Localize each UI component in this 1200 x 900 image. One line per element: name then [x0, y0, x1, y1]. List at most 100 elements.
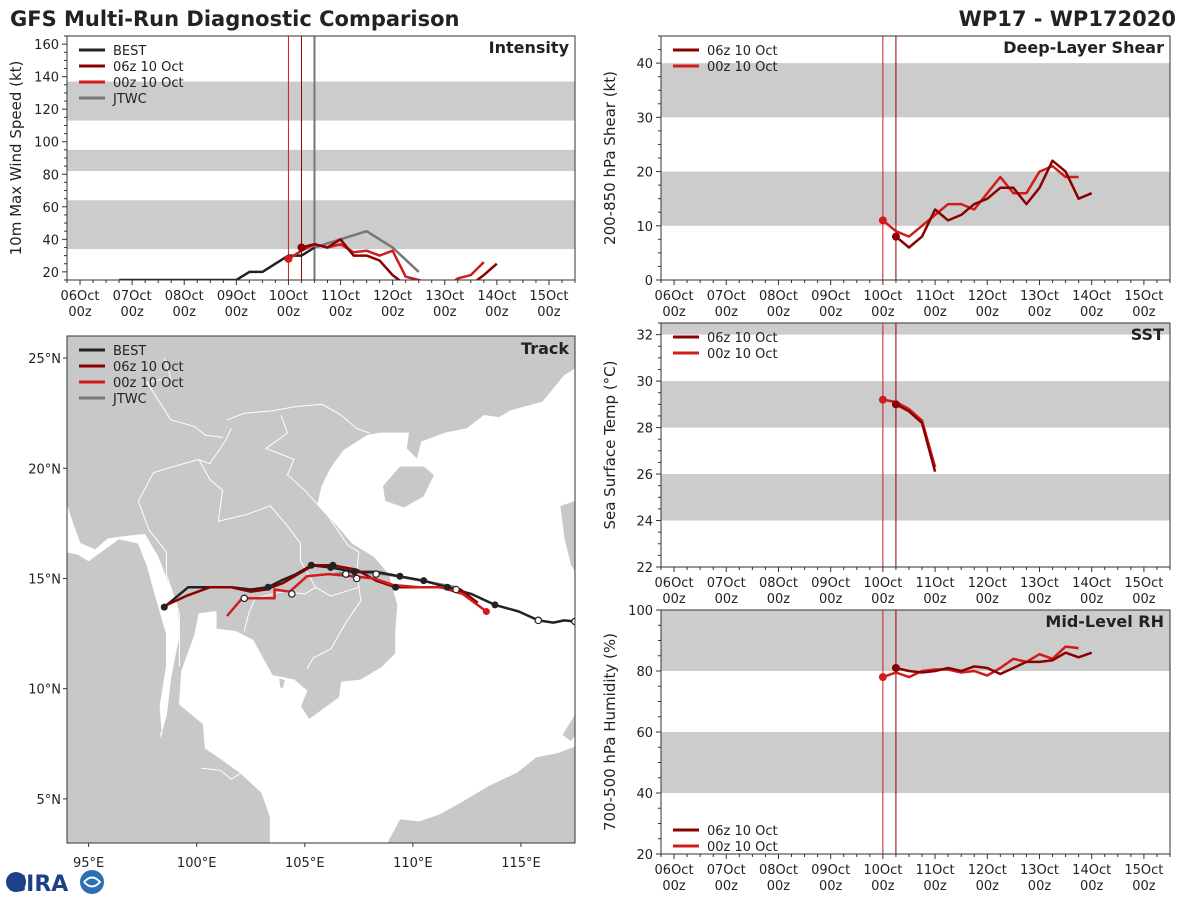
- legend-label-run06: 06z 10 Oct: [113, 60, 184, 75]
- track-point-filled-run06: [392, 583, 400, 591]
- y-axis-label: Sea Surface Temp (°C): [601, 360, 619, 529]
- x-tick-sublabel: 00z: [662, 879, 686, 894]
- y-axis-label: 200-850 hPa Shear (kt): [601, 71, 619, 245]
- plot-area: [67, 36, 575, 280]
- x-tick-label: 15Oct: [1124, 576, 1163, 591]
- x-tick-label: 06Oct: [61, 289, 100, 304]
- track-point-hollow-best: [534, 616, 543, 625]
- track-point-hollow-best: [372, 570, 380, 578]
- x-tick-label: 06Oct: [655, 576, 694, 591]
- shear-panel: 01020304006Oct00z07Oct00z08Oct00z09Oct00…: [601, 35, 1171, 320]
- panel-title: SST: [1131, 325, 1164, 344]
- x-tick-label: 08Oct: [759, 289, 798, 304]
- cira-logo: CIRA: [6, 870, 104, 897]
- panel-title: Intensity: [489, 38, 570, 57]
- border-cambodia-laos: [315, 586, 359, 597]
- track-point-hollow-best: [342, 570, 350, 578]
- figure-title: GFS Multi-Run Diagnostic Comparison: [10, 7, 459, 31]
- land-palawan-tip: [561, 712, 575, 743]
- x-tick-sublabel: 00z: [120, 305, 144, 320]
- border-china-burma: [146, 357, 223, 438]
- track-point-filled-best: [351, 568, 359, 576]
- series-marker-run06: [891, 663, 900, 672]
- x-tick-sublabel: 00z: [923, 879, 947, 894]
- y-tick-label: 30: [636, 375, 653, 390]
- x-tick-sublabel: 00z: [715, 305, 739, 320]
- shaded-band: [661, 474, 1170, 521]
- x-tick-sublabel: 00z: [715, 592, 739, 607]
- y-tick-label: 160: [34, 38, 59, 53]
- plot-frame: [660, 322, 1171, 568]
- lat-tick-label: 20°N: [28, 462, 61, 477]
- y-tick-label: 0: [645, 274, 653, 289]
- y-tick-label: 140: [34, 71, 59, 86]
- logo-globe-icon: [6, 872, 26, 892]
- lat-tick-label: 5°N: [37, 793, 62, 808]
- x-tick-label: 14Oct: [1072, 289, 1111, 304]
- x-tick-sublabel: 00z: [1132, 592, 1156, 607]
- y-tick-label: 24: [636, 515, 653, 530]
- legend-label-run06: 06z 10 Oct: [707, 824, 778, 839]
- series-line-run06: [895, 651, 1093, 676]
- y-tick-label: 20: [636, 166, 653, 181]
- x-tick-label: 11Oct: [321, 289, 360, 304]
- x-tick-sublabel: 00z: [485, 305, 509, 320]
- series-marker-run00: [284, 254, 293, 263]
- y-tick-label: 20: [42, 266, 59, 281]
- legend-label-run00: 00z 10 Oct: [113, 376, 184, 391]
- shaded-band: [67, 81, 575, 121]
- x-tick-label: 12Oct: [373, 289, 412, 304]
- map-area: [67, 336, 575, 843]
- y-tick-label: 40: [42, 233, 59, 248]
- x-tick-label: 10Oct: [269, 289, 308, 304]
- x-tick-sublabel: 00z: [871, 879, 895, 894]
- x-tick-sublabel: 00z: [923, 592, 947, 607]
- track-panel: 95°E 100°E 105°E 110°E 115°E 5°N 10°N 15°N 20°N 2…: [28, 335, 576, 871]
- x-tick-sublabel: 00z: [819, 879, 843, 894]
- x-tick-sublabel: 00z: [537, 305, 561, 320]
- x-tick-label: 09Oct: [811, 289, 850, 304]
- lon-tick-label: 100°E: [177, 856, 217, 871]
- track-point-hollow-jtwc: [452, 585, 460, 594]
- y-tick-label: 60: [42, 201, 59, 216]
- track-point-filled-best: [491, 601, 499, 609]
- x-tick-sublabel: 00z: [1028, 879, 1052, 894]
- land-luzon-edge: [559, 500, 575, 573]
- shaded-band: [67, 149, 575, 172]
- x-tick-sublabel: 00z: [277, 305, 301, 320]
- logo-swirl-mark: [83, 876, 102, 888]
- lat-tick-label: 10°N: [28, 683, 61, 698]
- shaded-band: [661, 732, 1170, 793]
- shaded-band: [661, 610, 1170, 671]
- series-line-run06: [301, 238, 498, 280]
- y-tick-label: 30: [636, 111, 653, 126]
- track-point-filled-best: [264, 583, 272, 591]
- shaded-band: [67, 200, 575, 250]
- track-point-filled-best: [160, 603, 168, 611]
- sst-panel: 22242628303206Oct00z07Oct00z08Oct00z09Oc…: [601, 322, 1171, 607]
- series-marker-run00: [878, 395, 887, 404]
- x-tick-label: 11Oct: [916, 863, 955, 878]
- y-axis-label: 10m Max Wind Speed (kt): [7, 61, 25, 256]
- x-tick-label: 07Oct: [707, 863, 746, 878]
- x-tick-sublabel: 00z: [871, 305, 895, 320]
- legend-label-run00: 00z 10 Oct: [707, 60, 778, 75]
- x-tick-sublabel: 00z: [715, 879, 739, 894]
- land-hainan: [382, 465, 435, 509]
- lat-tick-label: 15°N: [28, 572, 61, 587]
- series-line-run06: [895, 159, 1093, 249]
- y-tick-label: 20: [636, 848, 653, 863]
- x-tick-label: 15Oct: [1124, 863, 1163, 878]
- land-mainland: [67, 336, 575, 843]
- legend-label-best: BEST: [113, 44, 146, 59]
- x-tick-sublabel: 00z: [767, 879, 791, 894]
- panel-title: Mid-Level RH: [1045, 612, 1164, 631]
- border-china-vietnam: [226, 403, 370, 434]
- x-tick-label: 14Oct: [477, 289, 516, 304]
- legend-label-jtwc: JTWC: [112, 92, 147, 107]
- track-point-filled-best: [307, 561, 315, 569]
- plot-area: [661, 323, 1170, 567]
- track-point-filled-run00: [482, 608, 490, 616]
- y-tick-label: 22: [636, 561, 653, 576]
